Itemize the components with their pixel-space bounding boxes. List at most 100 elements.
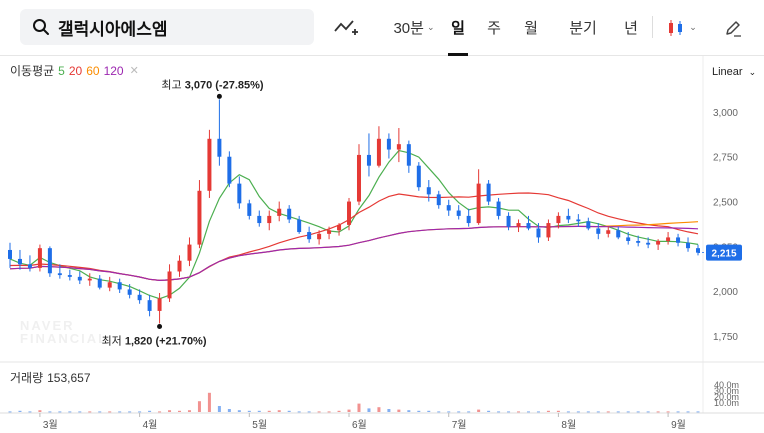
current-price-label: 2,215 <box>711 249 736 260</box>
tab-week[interactable]: 주 <box>487 20 501 37</box>
candle-body <box>376 138 381 166</box>
candle-body <box>77 276 82 281</box>
compare-chart-button[interactable] <box>330 0 362 55</box>
candle-body <box>207 138 212 191</box>
current-price-badge <box>706 244 742 261</box>
chevron-down-icon: ⌄ <box>426 22 435 32</box>
candle-body <box>656 241 661 245</box>
volume-bar <box>666 411 670 413</box>
candle-body <box>396 144 401 150</box>
volume-bar <box>28 411 32 413</box>
candle-body <box>456 210 461 216</box>
volume-bar <box>427 410 431 412</box>
volume-bar <box>38 410 42 412</box>
candle-body <box>177 260 182 272</box>
candle-body <box>496 201 501 216</box>
volume-bar <box>178 410 182 412</box>
x-month-label: 4월 <box>143 419 158 431</box>
interval-dropdown[interactable]: 30분 ⌄ <box>390 0 438 55</box>
volume-bar <box>237 410 241 412</box>
candle-body <box>307 232 312 240</box>
tab-year[interactable]: 년 <box>624 20 638 37</box>
candle-body <box>167 271 172 299</box>
high-annotation: 최고 3,070 (-27.85%) <box>161 78 264 91</box>
volume-bar <box>138 411 142 413</box>
ma-line-5 <box>9 149 699 300</box>
tab-month[interactable]: 월 <box>524 20 538 37</box>
candle-body <box>217 138 222 157</box>
candle-body <box>147 300 152 311</box>
candle-body <box>137 294 142 301</box>
volume-tick-label: 20.0m <box>714 392 739 402</box>
volume-bar <box>526 411 530 413</box>
search-icon <box>33 19 49 35</box>
volume-bar <box>58 411 62 413</box>
tab-quarter[interactable]: 분기 <box>569 20 597 37</box>
volume-bar <box>367 408 371 412</box>
volume-bar <box>616 411 620 413</box>
volume-bar <box>78 411 82 413</box>
candle-body <box>546 223 551 238</box>
volume-bar <box>497 411 501 413</box>
volume-bar <box>556 410 560 412</box>
tab-day[interactable]: 일 <box>448 0 468 56</box>
candle-body <box>327 230 332 234</box>
candle-body <box>436 194 441 206</box>
candle-body <box>366 154 371 166</box>
toolbar-divider <box>652 16 653 38</box>
candle-body <box>257 215 262 224</box>
interval-label: 30분 <box>393 20 424 37</box>
candle-body <box>97 278 102 288</box>
volume-legend-label: 거래량 <box>10 371 44 385</box>
volume-bar <box>507 411 511 413</box>
volume-bar <box>696 411 700 413</box>
candle-body <box>536 228 541 238</box>
moving-average-legend[interactable]: 이동평균 5 20 60 120 ✕ <box>10 62 139 79</box>
x-month-label: 7월 <box>452 419 467 431</box>
watermark-naver: NAVER <box>20 318 75 333</box>
volume-bar <box>626 411 630 413</box>
volume-bar <box>297 411 301 413</box>
candle-body <box>476 183 481 224</box>
volume-tick-label: 30.0m <box>714 386 739 396</box>
candle-body <box>466 215 471 224</box>
volume-bar <box>596 411 600 413</box>
search-box[interactable]: 갤럭시아에스엠 <box>20 9 314 45</box>
volume-bar <box>68 411 72 413</box>
volume-bar <box>636 411 640 413</box>
candle-body <box>676 237 681 243</box>
volume-bar <box>477 409 481 412</box>
volume-bar <box>686 411 690 413</box>
volume-bar <box>317 411 321 413</box>
close-icon[interactable]: ✕ <box>129 65 139 77</box>
candle-body <box>317 233 322 240</box>
volume-bar <box>387 409 391 412</box>
volume-bar <box>327 411 331 413</box>
y-tick-label: 1,750 <box>713 332 738 343</box>
volume-bar <box>287 410 291 412</box>
candle-body <box>17 258 22 265</box>
volume-tick-label: 10.0m <box>714 398 739 408</box>
line-chart-add-icon <box>334 19 358 35</box>
ma-period-60: 60 <box>86 63 100 78</box>
low-annotation: 최저 1,820 (+21.70%) <box>102 334 207 347</box>
chart-type-dropdown[interactable]: ⌄ <box>662 0 702 55</box>
volume-bar <box>227 409 231 412</box>
search-query[interactable]: 갤럭시아에스엠 <box>58 19 168 39</box>
draw-button[interactable] <box>720 0 746 55</box>
volume-bar <box>257 410 261 412</box>
candle-body <box>237 183 242 204</box>
volume-bar <box>397 409 401 412</box>
scale-dropdown[interactable]: Linear ⌄ <box>712 66 756 78</box>
volume-bar <box>576 411 580 413</box>
chevron-down-icon: ⌄ <box>689 22 697 32</box>
candle-body <box>526 223 531 229</box>
candle-body <box>406 144 411 166</box>
ma-period-120: 120 <box>103 63 124 78</box>
candle-body <box>277 208 282 216</box>
candle-body <box>516 223 521 227</box>
volume-bar <box>98 411 102 413</box>
high-marker <box>216 93 222 99</box>
candle-body <box>426 187 431 195</box>
